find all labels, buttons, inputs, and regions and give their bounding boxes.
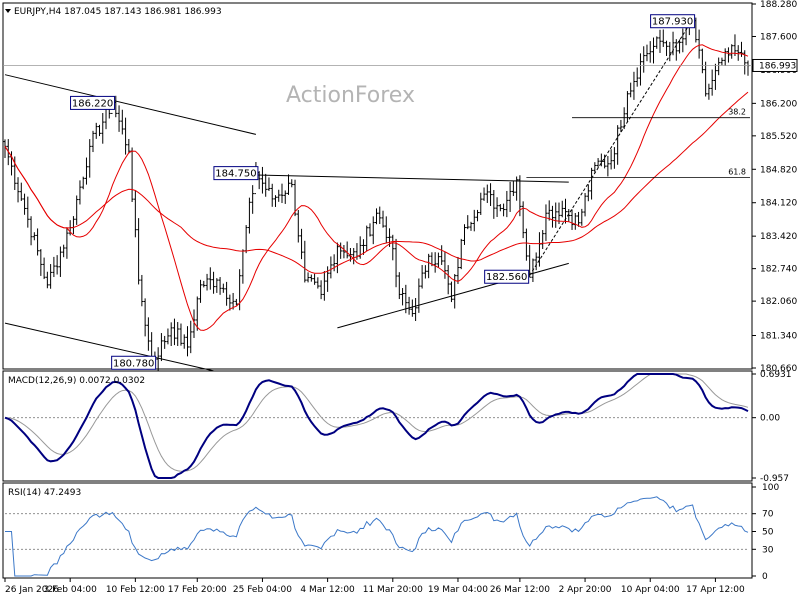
macd-header: MACD(12,26,9) 0.0072 0.0302: [8, 376, 145, 386]
dashed-trendline: [529, 19, 694, 276]
macd-panel: [2, 370, 753, 482]
symbol-header: EURJPY,H4 187.045 187.143 186.981 186.99…: [5, 7, 222, 17]
price-axis-label: 183.420: [760, 232, 797, 242]
macd-layer: [4, 373, 749, 479]
main-panel: [2, 2, 753, 370]
time-axis-label: 11 Mar 20:00: [363, 585, 423, 595]
symbol-header-text: EURJPY,H4 187.045 187.143 186.981 186.99…: [14, 7, 222, 17]
price-axis-label: 186.200: [760, 99, 797, 109]
moving-average-slow: [4, 91, 749, 274]
rsi-axis-label: 30: [762, 545, 774, 555]
collapse-triangle-icon: [5, 9, 11, 13]
time-axis-label: 10 Apr 04:00: [621, 585, 680, 595]
price-axis-label: 188.280: [760, 0, 797, 10]
price-annotation-box: [213, 166, 259, 181]
price-annotation-box: [650, 14, 696, 29]
rsi-line: [5, 496, 749, 577]
fib-level-label: 61.8: [728, 167, 746, 176]
price-annotation-label: 184.750: [215, 169, 256, 180]
price-annotation-box: [70, 95, 116, 110]
price-annotation-box: [111, 355, 157, 370]
price-axis-label: 184.820: [760, 165, 797, 175]
rsi-axis-label: 70: [762, 510, 774, 520]
trendline: [4, 322, 214, 372]
price-axis-label: 185.520: [760, 132, 797, 142]
price-layer: 38.2 61.8 187.930 186.220 184.750 182.560 180.…: [3, 14, 752, 372]
rsi-axis-label: 50: [762, 528, 774, 538]
rsi-axis-label: 100: [762, 483, 779, 493]
current-price-label: 186.993: [759, 61, 796, 71]
price-axis-label: 187.600: [760, 32, 797, 42]
macd-line: [4, 373, 749, 479]
time-axis-label: 25 Feb 04:00: [233, 585, 292, 595]
macd-axis-label: 0.00: [760, 414, 780, 424]
time-axis-label: 3 Feb 04:00: [44, 585, 98, 595]
time-axis-label: 2 Apr 20:00: [559, 585, 612, 595]
rsi-panel: [2, 482, 753, 579]
fib-level-label: 38.2: [728, 108, 746, 117]
trendline: [4, 74, 257, 135]
price-axis-label: 182.740: [760, 265, 797, 275]
price-annotation-label: 187.930: [652, 17, 693, 28]
rsi-header: RSI(14) 47.2493: [8, 488, 81, 498]
moving-average-fast: [4, 44, 749, 331]
macd-axis-label: -0.957: [760, 474, 789, 484]
watermark: ActionForex: [286, 83, 415, 108]
time-axis-label: 17 Feb 20:00: [168, 585, 227, 595]
time-axis-label: 19 Mar 04:00: [428, 585, 488, 595]
price-annotation-box: [484, 269, 530, 284]
price-axis-label: 180.660: [760, 364, 797, 374]
time-axis-label: 17 Apr 12:00: [686, 585, 745, 595]
current-price-box: [752, 58, 798, 72]
macd-axis-label: 0.6931: [760, 370, 792, 380]
rsi-axis-label: 0: [762, 572, 768, 582]
trendline: [255, 174, 569, 183]
price-axis-label: 184.120: [760, 199, 797, 209]
price-annotation-label: 182.560: [486, 272, 527, 283]
rsi-layer: [5, 496, 749, 577]
time-axis-label: 4 Mar 12:00: [300, 585, 355, 595]
time-axis-label: 26 Mar 12:00: [490, 585, 550, 595]
axis-layer: 188.280187.600186.900186.200185.520184.8…: [4, 0, 798, 595]
price-axis-label: 181.340: [760, 332, 797, 342]
price-axis-label: 182.060: [760, 297, 797, 307]
time-axis-label: 10 Feb 12:00: [106, 585, 165, 595]
price-annotation-label: 186.220: [72, 98, 113, 109]
time-axis-label: 26 Jan 2026: [5, 585, 59, 595]
price-annotation-label: 180.780: [113, 358, 154, 369]
